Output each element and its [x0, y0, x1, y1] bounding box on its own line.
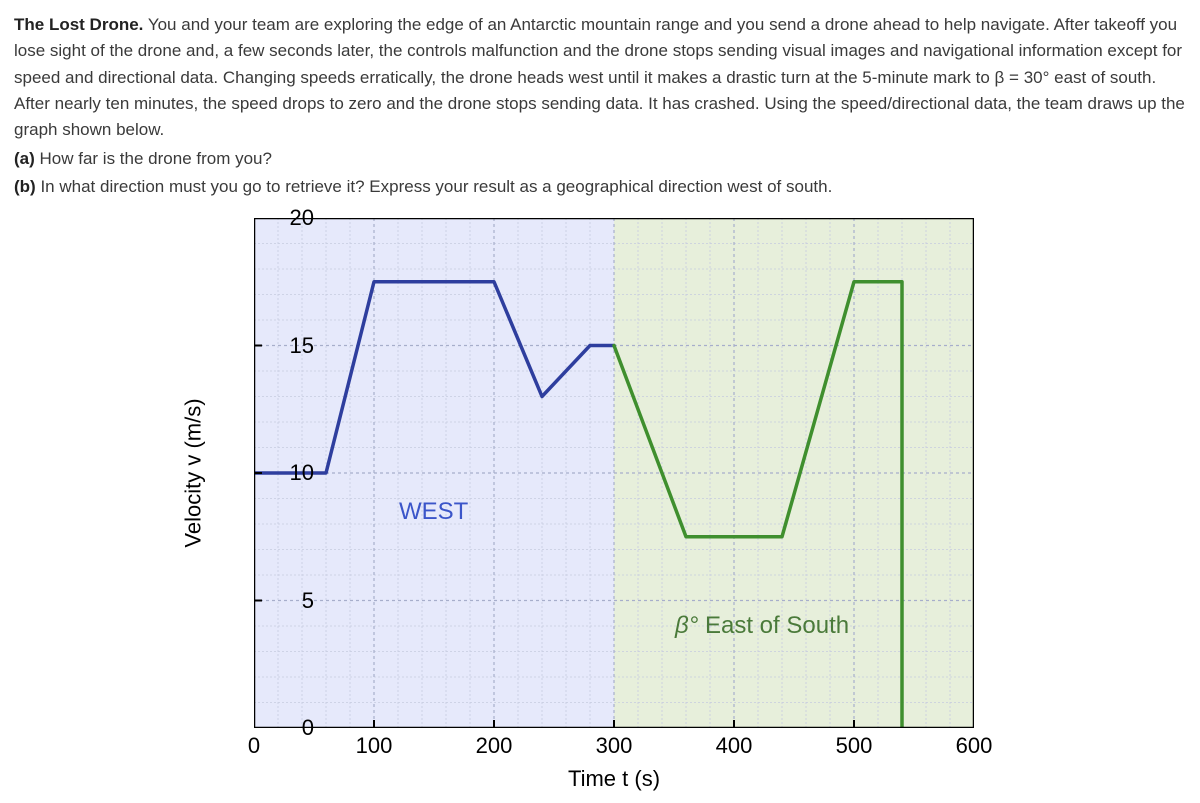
y-tick-label: 10 [274, 460, 314, 486]
problem-title: The Lost Drone. [14, 15, 143, 34]
region-label-east: β° East of South [675, 612, 849, 640]
problem-body: You and your team are exploring the edge… [14, 15, 1185, 139]
x-axis-label: Time t (s) [568, 766, 660, 792]
part-b-text: In what direction must you go to retriev… [40, 177, 832, 196]
x-tick-label: 500 [836, 733, 873, 759]
y-tick-label: 20 [274, 205, 314, 231]
x-tick-label: 400 [716, 733, 753, 759]
y-tick-label: 15 [274, 333, 314, 359]
x-tick-label: 100 [356, 733, 393, 759]
x-tick-label: 300 [596, 733, 633, 759]
y-tick-label: 5 [274, 588, 314, 614]
chart-svg [254, 218, 974, 728]
part-b-label: (b) [14, 177, 36, 196]
part-a-text: How far is the drone from you? [40, 149, 272, 168]
velocity-time-chart: Velocity v (m/s) 05101520WESTβ° East of … [184, 218, 1044, 728]
region-label-west: WEST [399, 498, 468, 526]
x-tick-label: 600 [956, 733, 993, 759]
part-a-label: (a) [14, 149, 35, 168]
x-tick-label: 200 [476, 733, 513, 759]
x-tick-label: 0 [248, 733, 260, 759]
y-axis-label: Velocity v (m/s) [181, 399, 207, 548]
y-tick-label: 0 [274, 715, 314, 741]
